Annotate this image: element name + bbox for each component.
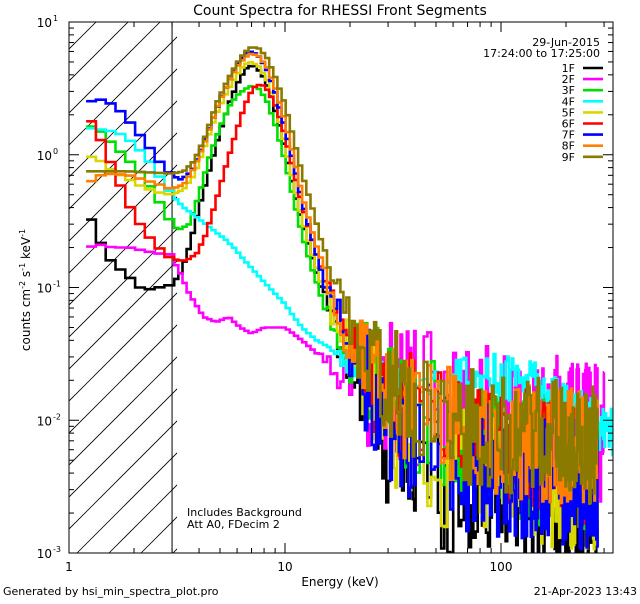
legend-date: 29-Jun-2015 [532, 36, 600, 49]
hatch-line [69, 196, 177, 306]
hatch-line [0, 0, 233, 553]
y-axis-label: counts cm-2 s-1 keV-1 [18, 229, 33, 351]
hatch-line [69, 100, 177, 210]
legend-label-5f: 5F [562, 106, 575, 119]
hatch-line [69, 420, 177, 530]
y-tick-label: 10 [37, 414, 52, 428]
hatch-line [69, 356, 177, 466]
hatch-line [69, 388, 177, 498]
y-tick-label-exponent: 1 [53, 14, 58, 23]
y-tick-label: 10 [37, 547, 52, 561]
y-tick-label-exponent: -3 [53, 545, 61, 554]
series-line-9f [86, 46, 599, 505]
x-tick-label: 10 [277, 560, 292, 574]
legend-label-9f: 9F [562, 151, 575, 164]
legend-label-2f: 2F [562, 73, 575, 86]
y-tick-label-exponent: -2 [53, 412, 61, 421]
hatch-line [69, 22, 129, 82]
legend-label-8f: 8F [562, 140, 575, 153]
legend-label-3f: 3F [562, 84, 575, 97]
legend-label-1f: 1F [562, 62, 575, 75]
y-tick-label: 10 [37, 16, 52, 30]
footer-generated: Generated by hsi_min_spectra_plot.pro [3, 585, 219, 598]
legend-label-4f: 4F [562, 95, 575, 108]
x-tick-label: 1 [65, 560, 73, 574]
y-tick-label-exponent: 0 [53, 147, 58, 156]
footer-timestamp: 21-Apr-2023 13:43 [534, 585, 637, 598]
legend-label-6f: 6F [562, 118, 575, 131]
axis-ticks [68, 22, 613, 554]
hatch-line [69, 164, 177, 274]
y-tick-label: 10 [37, 282, 52, 296]
svg-text:counts cm-2 s-1 keV-1: counts cm-2 s-1 keV-1 [18, 229, 33, 351]
series-layer [86, 46, 613, 553]
annotation-attenuator: Att A0, FDecim 2 [187, 518, 280, 531]
annotation-background: Includes Background [187, 506, 302, 519]
legend-time-range: 17:24:00 to 17:25:00 [483, 47, 600, 60]
x-tick-label: 100 [490, 560, 513, 574]
y-tick-label: 10 [37, 149, 52, 163]
chart-title: Count Spectra for RHESSI Front Segments [193, 3, 487, 19]
x-axis-label: Energy (keV) [301, 575, 378, 589]
y-tick-label-exponent: -1 [53, 280, 61, 289]
hatch-line [69, 22, 161, 114]
hatched-region [0, 0, 233, 553]
hatch-line [69, 68, 177, 178]
hatch-line [69, 36, 177, 146]
hatch-line [69, 132, 177, 242]
legend-label-7f: 7F [562, 129, 575, 142]
